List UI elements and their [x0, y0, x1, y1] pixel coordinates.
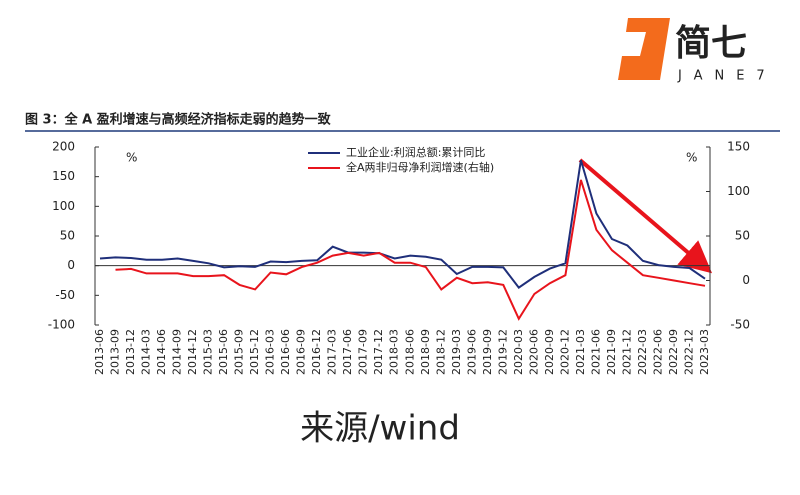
x-tick-label: 2017-09: [357, 329, 370, 375]
y2-tick-label: -50: [730, 318, 750, 332]
x-tick-label: 2020-03: [512, 329, 525, 375]
x-tick-label: 2018-12: [434, 329, 447, 375]
y-tick-label: 150: [52, 169, 75, 183]
brand-en: JANE7: [677, 69, 777, 84]
x-tick-label: 2018-09: [419, 329, 432, 375]
x-tick-label: 2014-09: [171, 329, 184, 375]
y-tick-label: -100: [48, 318, 75, 332]
x-tick-label: 2013-09: [109, 329, 122, 375]
x-tick-label: 2020-09: [543, 329, 556, 375]
trend-arrow: [578, 158, 713, 274]
x-tick-label: 2021-12: [620, 329, 633, 375]
x-tick-label: 2014-06: [155, 329, 168, 375]
y2-tick-label: 100: [727, 184, 750, 198]
y-tick-label: 100: [52, 199, 75, 213]
x-tick-label: 2022-06: [651, 329, 664, 375]
x-tick-label: 2013-06: [93, 329, 106, 375]
x-tick-label: 2022-12: [682, 329, 695, 375]
series-line: [99, 159, 706, 289]
logo-mark: [618, 18, 670, 80]
x-tick-label: 2022-03: [636, 329, 649, 375]
y2-tick-label: 0: [742, 273, 750, 287]
x-tick-label: 2022-09: [667, 329, 680, 375]
series-line: [115, 179, 706, 321]
x-tick-label: 2017-06: [341, 329, 354, 375]
y2-tick-label: 50: [735, 229, 750, 243]
x-tick-label: 2016-12: [310, 329, 323, 375]
x-tick-label: 2021-03: [574, 329, 587, 375]
x-tick-label: 2015-06: [217, 329, 230, 375]
x-tick-label: 2014-12: [186, 329, 199, 375]
legend-label: 全A两非归母净利润增速(右轴): [346, 160, 494, 174]
y-tick-label: -50: [55, 288, 75, 302]
x-tick-label: 2019-06: [465, 329, 478, 375]
x-tick-label: 2021-06: [589, 329, 602, 375]
x-tick-label: 2017-03: [326, 329, 339, 375]
x-tick-label: 2016-09: [295, 329, 308, 375]
x-tick-label: 2021-09: [605, 329, 618, 375]
y2-tick-label: 150: [727, 140, 750, 154]
x-tick-label: 2015-12: [248, 329, 261, 375]
x-tick-label: 2015-03: [202, 329, 215, 375]
x-tick-label: 2013-12: [124, 329, 137, 375]
x-tick-label: 2015-09: [233, 329, 246, 375]
x-tick-label: 2020-06: [527, 329, 540, 375]
y-tick-label: 50: [60, 229, 75, 243]
brand: 简七: [675, 23, 747, 64]
x-tick-label: 2016-03: [264, 329, 277, 375]
x-tick-label: 2019-03: [450, 329, 463, 375]
legend-label: 工业企业:利润总额:累计同比: [346, 145, 485, 159]
x-tick-label: 2019-09: [481, 329, 494, 375]
y2-unit: %: [686, 151, 697, 165]
x-tick-label: 2016-06: [279, 329, 292, 375]
y-unit: %: [126, 151, 137, 165]
x-tick-label: 2020-12: [558, 329, 571, 375]
x-tick-label: 2014-03: [140, 329, 153, 375]
x-tick-label: 2019-12: [496, 329, 509, 375]
y-tick-label: 200: [52, 140, 75, 154]
x-tick-label: 2018-03: [388, 329, 401, 375]
x-tick-label: 2017-12: [372, 329, 385, 375]
logo: 简七 JANE7: [618, 18, 777, 84]
y-tick-label: 0: [67, 258, 75, 272]
source: 来源/wind: [300, 409, 460, 449]
chart-title: 图 3：全 A 盈利增速与高频经济指标走弱的趋势一致: [25, 112, 332, 128]
x-tick-label: 2023-03: [698, 329, 711, 375]
x-tick-label: 2018-06: [403, 329, 416, 375]
